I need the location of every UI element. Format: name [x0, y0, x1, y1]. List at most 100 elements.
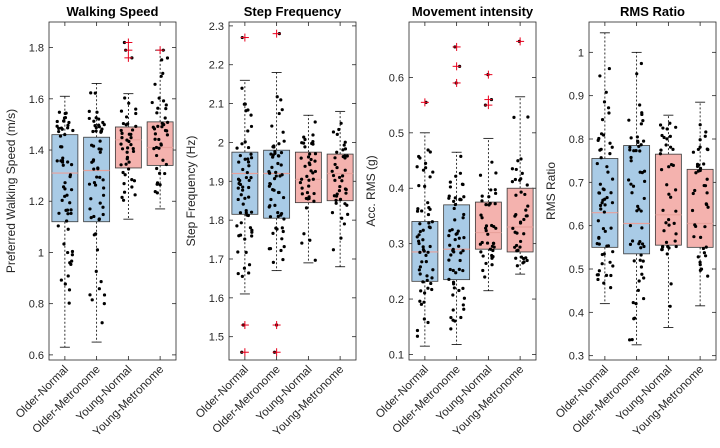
data-point	[415, 235, 419, 239]
data-point	[462, 307, 466, 311]
data-point	[89, 215, 93, 220]
data-point	[448, 180, 452, 184]
data-point	[125, 146, 130, 150]
data-point	[70, 259, 74, 263]
data-point	[484, 261, 488, 266]
data-point	[67, 288, 72, 292]
data-point	[597, 242, 601, 246]
data-point	[415, 209, 420, 213]
data-point	[703, 254, 708, 258]
data-point	[236, 250, 240, 254]
data-point	[462, 296, 466, 300]
data-point	[154, 145, 159, 150]
data-point	[457, 267, 461, 272]
y-tick-label: 0.4	[569, 307, 584, 319]
data-point	[610, 145, 614, 149]
data-point	[484, 202, 488, 207]
box-young-normal: Young-Normal	[74, 22, 142, 424]
data-point	[97, 217, 101, 221]
data-point	[278, 174, 282, 178]
data-point	[484, 224, 489, 228]
data-point	[235, 224, 239, 228]
data-point	[638, 258, 642, 262]
data-point	[604, 273, 609, 277]
data-point	[493, 188, 497, 192]
data-point	[243, 140, 247, 144]
data-point	[513, 177, 517, 182]
data-point	[698, 138, 702, 142]
data-point	[157, 137, 161, 142]
data-point	[607, 111, 611, 115]
data-point	[431, 170, 435, 174]
y-tick-label: 1.4	[29, 145, 44, 157]
data-point	[98, 150, 102, 154]
data-point	[302, 232, 306, 236]
data-point	[691, 150, 696, 154]
data-point	[244, 109, 248, 113]
data-point	[89, 91, 93, 95]
data-point	[92, 214, 96, 219]
data-point	[641, 139, 646, 143]
data-point	[690, 208, 695, 213]
data-point	[244, 250, 248, 254]
data-point	[272, 177, 277, 181]
data-point	[483, 275, 487, 279]
data-point	[598, 74, 602, 78]
data-point	[92, 233, 96, 237]
data-point	[60, 158, 65, 163]
data-point	[240, 86, 244, 90]
data-point	[311, 177, 315, 181]
data-point	[62, 116, 67, 120]
data-point	[63, 181, 67, 185]
data-point	[94, 269, 98, 274]
box-iqr	[83, 136, 111, 223]
data-point	[639, 209, 643, 213]
data-point	[479, 213, 483, 217]
data-point	[665, 183, 669, 187]
data-point	[666, 244, 670, 249]
data-point	[674, 209, 678, 213]
data-point	[134, 124, 138, 128]
data-point	[279, 151, 284, 155]
data-point	[61, 163, 65, 167]
data-point	[447, 258, 451, 262]
data-point	[422, 249, 426, 253]
data-point	[161, 71, 165, 76]
data-point	[520, 171, 524, 175]
data-point	[427, 221, 431, 225]
data-point	[57, 129, 61, 134]
y-tick-label: 1.7	[209, 254, 224, 266]
data-point	[95, 175, 99, 179]
data-point	[119, 128, 123, 133]
data-point	[235, 146, 239, 150]
data-point	[60, 145, 64, 149]
data-point	[65, 219, 69, 223]
data-point	[608, 260, 612, 264]
data-point	[597, 136, 601, 141]
data-point	[492, 245, 496, 249]
data-point	[129, 135, 133, 140]
data-point	[337, 127, 341, 132]
data-point	[605, 195, 609, 200]
data-point	[638, 239, 642, 244]
y-tick-label: 1.8	[209, 215, 224, 227]
data-point	[706, 274, 710, 278]
data-point	[490, 160, 494, 164]
data-point	[628, 338, 632, 342]
data-point	[451, 308, 455, 312]
data-point	[488, 247, 493, 251]
data-point	[659, 148, 663, 152]
data-point	[274, 174, 278, 178]
data-point	[331, 130, 336, 134]
data-point	[155, 166, 159, 171]
data-point	[627, 118, 631, 122]
data-point	[425, 278, 429, 282]
panel-title: Movement intensity	[412, 4, 534, 19]
y-tick-label: 0.3	[389, 239, 404, 251]
data-point	[662, 229, 666, 233]
data-point	[127, 139, 131, 144]
data-point	[343, 168, 347, 172]
data-point	[96, 166, 100, 170]
data-point	[451, 293, 455, 297]
y-tick-label: 0.6	[569, 221, 584, 233]
